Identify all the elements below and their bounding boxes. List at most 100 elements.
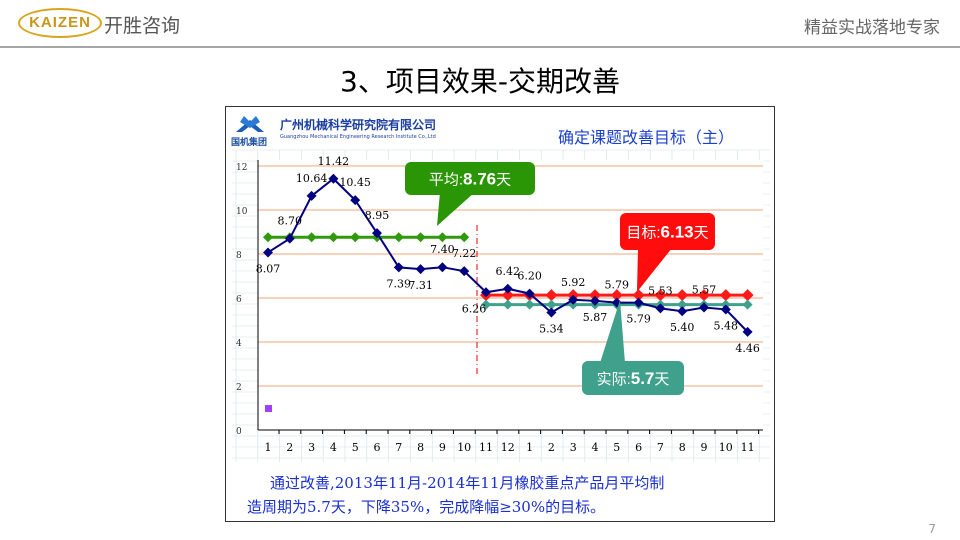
monthly-point <box>437 262 448 273</box>
average-point <box>415 232 426 243</box>
data-label: 7.31 <box>408 279 433 292</box>
data-label: 4.46 <box>735 342 760 355</box>
x-tick-label: 1 <box>526 441 533 454</box>
x-tick-label: 10 <box>719 441 733 454</box>
monthly-point <box>720 304 731 315</box>
average-point <box>306 232 317 243</box>
target-callout-value: 6.13 <box>661 223 694 242</box>
data-label: 5.92 <box>561 276 586 289</box>
target-point <box>589 289 601 302</box>
x-tick-label: 7 <box>657 441 664 454</box>
page-number: 7 <box>928 522 936 536</box>
data-label: 5.53 <box>648 284 673 297</box>
x-tick-label: 3 <box>308 441 315 454</box>
y-tick-label: 8 <box>236 251 242 261</box>
data-label: 5.34 <box>539 323 564 336</box>
kaizen-logo: KAIZEN <box>18 8 102 38</box>
data-label: 7.22 <box>452 247 477 260</box>
summary-line-2: 造周期为5.7天，下降35%，完成降幅≥30%的目标。 <box>247 498 606 516</box>
monthly-point <box>568 294 579 305</box>
monthly-point <box>590 295 600 306</box>
actual-point <box>742 299 753 310</box>
actual-callout-pointer <box>600 300 625 363</box>
x-tick-label: 4 <box>330 441 337 454</box>
slogan: 精益实战落地专家 <box>804 18 940 38</box>
target-point <box>654 289 667 302</box>
target-callout-unit: 天 <box>694 225 709 242</box>
monthly-point <box>393 262 404 273</box>
legend-marker <box>265 405 272 412</box>
x-tick-label: 2 <box>286 441 293 454</box>
data-label: 10.64 <box>296 172 328 185</box>
actual-callout-label: 实际: <box>597 371 631 388</box>
monthly-point <box>284 233 295 244</box>
monthly-point <box>633 297 644 308</box>
x-tick-label: 11 <box>479 441 493 454</box>
actual-callout-value: 5.7 <box>631 369 655 388</box>
x-tick-label: 9 <box>701 441 708 454</box>
actual-callout-unit: 天 <box>654 371 669 388</box>
x-tick-label: 7 <box>395 441 402 454</box>
target-point <box>719 289 732 302</box>
chart-heading: 确定课题改善目标（主） <box>558 128 735 147</box>
monthly-point <box>546 307 557 318</box>
monthly-point <box>524 288 535 299</box>
target-callout-label: 目标: <box>626 225 660 242</box>
slide-title: 3、项目效果-交期改善 <box>340 65 620 98</box>
target-point <box>501 289 514 302</box>
average-point <box>437 232 448 243</box>
brand-name: 开胜咨询 <box>104 15 181 37</box>
x-tick-label: 5 <box>352 441 359 454</box>
org-logo-icon <box>236 116 264 132</box>
company-name-en: Guangzhou Mechanical Engineering Researc… <box>280 134 436 140</box>
y-tick-label: 0 <box>236 427 242 437</box>
x-tick-label: 8 <box>679 441 686 454</box>
data-label: 5.79 <box>626 313 651 326</box>
average-point <box>263 232 273 243</box>
monthly-point <box>481 287 491 298</box>
data-label: 5.79 <box>605 279 630 292</box>
x-tick-label: 12 <box>501 441 515 454</box>
average-point <box>459 232 470 243</box>
target-point <box>698 289 710 302</box>
x-tick-label: 8 <box>417 441 424 454</box>
target-point <box>632 289 645 302</box>
x-tick-label: 11 <box>741 441 755 454</box>
target-point <box>741 289 754 302</box>
average-callout-value: 8.76 <box>463 170 496 189</box>
x-tick-label: 3 <box>570 441 577 454</box>
x-tick-label: 6 <box>374 441 381 454</box>
company-name: 广州机械科学研究院有限公司 <box>280 118 437 132</box>
data-label: 5.40 <box>670 321 695 334</box>
average-point <box>393 232 404 243</box>
monthly-point <box>502 283 513 294</box>
target-callout-pointer <box>637 248 672 292</box>
average-point <box>350 232 361 243</box>
target-callout-box <box>620 213 715 250</box>
monthly-point <box>459 266 470 277</box>
monthly-point <box>742 326 753 337</box>
data-label: 6.42 <box>496 265 521 278</box>
x-tick-label: 4 <box>592 441 599 454</box>
x-tick-label: 1 <box>265 441 272 454</box>
average-callout-pointer <box>437 192 475 226</box>
actual-point <box>502 299 513 310</box>
data-label: 8.70 <box>278 215 303 228</box>
data-label: 7.40 <box>430 243 455 256</box>
actual-point <box>677 299 688 310</box>
average-callout-label: 平均: <box>429 172 463 189</box>
data-label: 7.39 <box>387 277 412 290</box>
actual-callout-box <box>582 361 684 395</box>
monthly-point <box>655 303 666 314</box>
data-label: 10.45 <box>339 176 371 189</box>
monthly-point <box>263 247 273 258</box>
monthly-point <box>699 302 709 313</box>
target-point <box>545 289 558 302</box>
x-tick-label: 6 <box>635 441 642 454</box>
data-label: 11.42 <box>318 155 350 168</box>
monthly-point <box>306 190 317 201</box>
target-callout-text: 目标:6.13天 <box>626 223 708 242</box>
data-label: 6.26 <box>462 302 487 315</box>
x-tick-label: 5 <box>613 441 620 454</box>
